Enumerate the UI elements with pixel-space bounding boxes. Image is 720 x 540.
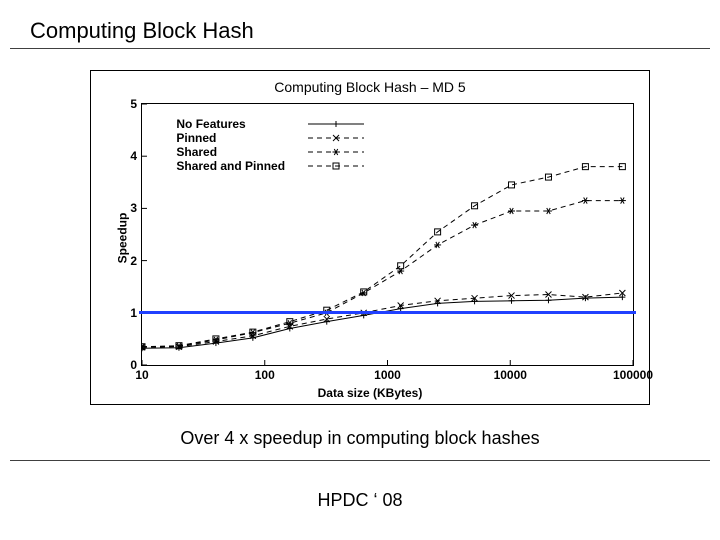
x-tick: 1000 [374,368,401,382]
legend-item: Pinned [176,131,366,145]
chart-plot-area: No FeaturesPinnedSharedShared and Pinned [141,103,634,366]
y-tick: 4 [121,149,137,163]
legend-sample [306,117,366,131]
slide-footer: HPDC ‘ 08 [0,490,720,511]
y-tick: 5 [121,97,137,111]
slide-title: Computing Block Hash [30,18,254,44]
legend-label: Shared [176,145,306,159]
chart-title: Computing Block Hash – MD 5 [91,79,649,95]
x-tick: 100 [255,368,275,382]
legend-sample [306,131,366,145]
y-tick: 1 [121,306,137,320]
reference-line-1x [139,311,636,314]
legend-item: Shared [176,145,366,159]
chart-legend: No FeaturesPinnedSharedShared and Pinned [176,117,366,173]
legend-label: Pinned [176,131,306,145]
legend-sample [306,145,366,159]
divider-top [10,48,710,49]
slide-caption: Over 4 x speedup in computing block hash… [0,428,720,449]
legend-item: Shared and Pinned [176,159,366,173]
chart-container: Computing Block Hash – MD 5 Speedup Data… [90,70,650,405]
y-tick: 2 [121,254,137,268]
legend-item: No Features [176,117,366,131]
x-tick: 100000 [613,368,653,382]
legend-label: No Features [176,117,306,131]
legend-label: Shared and Pinned [176,159,306,173]
legend-sample [306,159,366,173]
y-tick: 3 [121,201,137,215]
chart-x-axis-label: Data size (KBytes) [91,386,649,400]
divider-bottom [10,460,710,461]
slide: Computing Block Hash Computing Block Has… [0,0,720,540]
x-tick: 10000 [494,368,527,382]
x-tick: 10 [135,368,148,382]
